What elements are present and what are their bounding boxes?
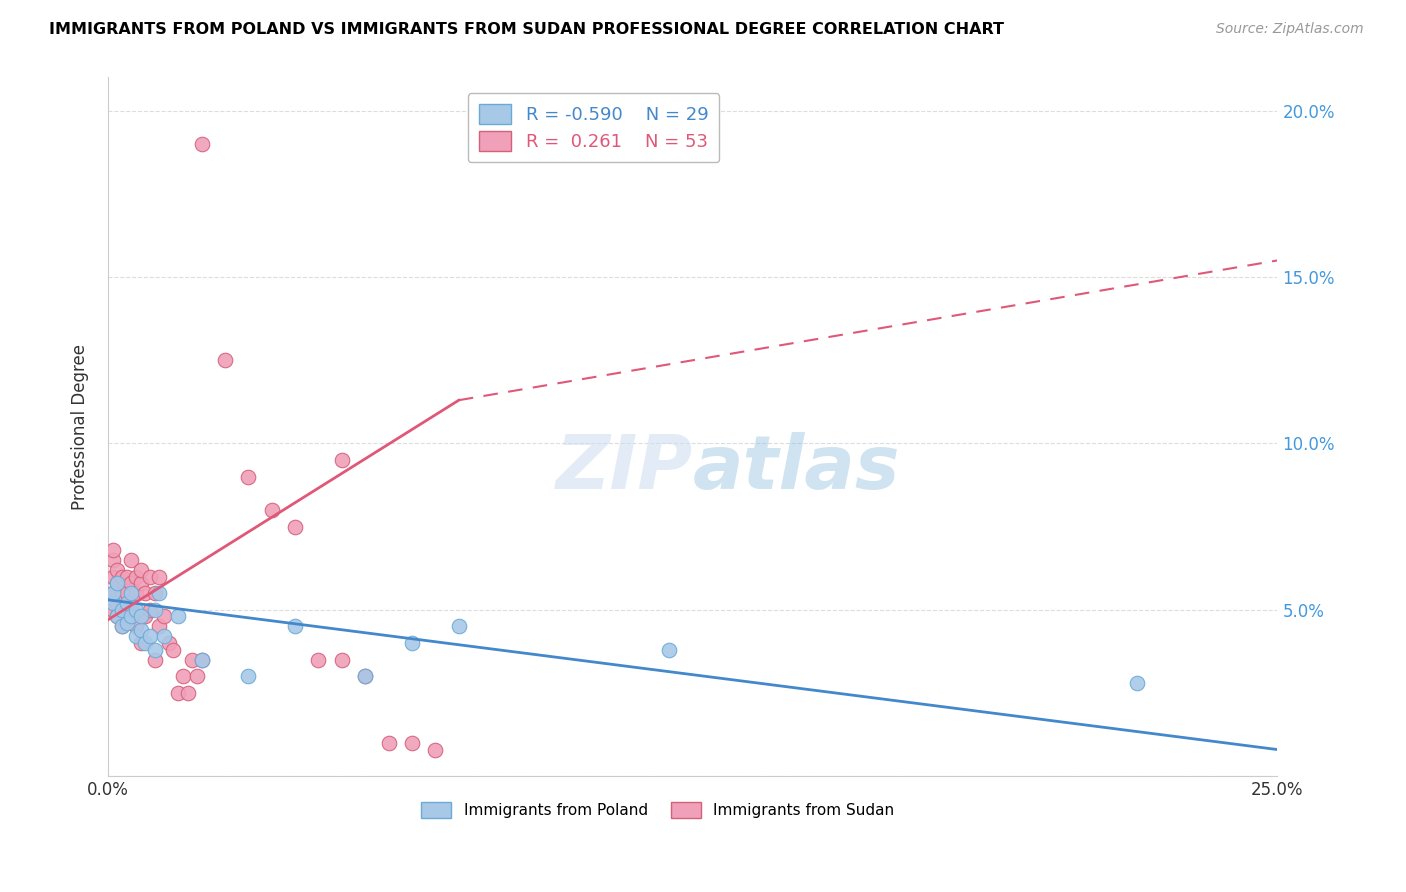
Point <box>330 653 353 667</box>
Point <box>1126 676 1149 690</box>
Point <box>658 642 681 657</box>
Point <box>190 653 212 667</box>
Point <box>148 569 170 583</box>
Point <box>143 653 166 667</box>
Point <box>115 596 138 610</box>
Text: Source: ZipAtlas.com: Source: ZipAtlas.com <box>1216 22 1364 37</box>
Text: atlas: atlas <box>693 433 900 505</box>
Point <box>308 653 330 667</box>
Point <box>260 503 283 517</box>
Point <box>125 619 148 633</box>
Point <box>167 609 190 624</box>
Point <box>157 636 180 650</box>
Point <box>115 603 138 617</box>
Point <box>238 469 260 483</box>
Point <box>115 586 138 600</box>
Point <box>284 519 307 533</box>
Point <box>143 642 166 657</box>
Point <box>172 669 194 683</box>
Text: ZIP: ZIP <box>555 433 693 505</box>
Point <box>190 136 212 151</box>
Point <box>148 619 170 633</box>
Point <box>129 609 152 624</box>
Point <box>105 576 128 591</box>
Point <box>120 553 142 567</box>
Point <box>105 563 128 577</box>
Point <box>115 569 138 583</box>
Point <box>120 586 142 600</box>
Point <box>190 653 212 667</box>
Point <box>139 603 162 617</box>
Point <box>401 636 423 650</box>
Point <box>139 569 162 583</box>
Point <box>111 619 134 633</box>
Point <box>111 569 134 583</box>
Y-axis label: Professional Degree: Professional Degree <box>72 343 89 510</box>
Point <box>101 542 124 557</box>
Point <box>105 576 128 591</box>
Point <box>101 586 124 600</box>
Point <box>120 576 142 591</box>
Point <box>153 629 176 643</box>
Point <box>139 629 162 643</box>
Point <box>129 576 152 591</box>
Point <box>125 603 148 617</box>
Point <box>105 596 128 610</box>
Point <box>425 742 447 756</box>
Point <box>101 553 124 567</box>
Point <box>162 642 184 657</box>
Point <box>186 669 208 683</box>
Point <box>214 353 236 368</box>
Point <box>115 616 138 631</box>
Point <box>111 586 134 600</box>
Point <box>125 629 148 643</box>
Point <box>134 609 156 624</box>
Point <box>125 586 148 600</box>
Point <box>120 603 142 617</box>
Point <box>176 686 198 700</box>
Point <box>284 619 307 633</box>
Point <box>101 586 124 600</box>
Point <box>354 669 377 683</box>
Point <box>105 609 128 624</box>
Point <box>153 609 176 624</box>
Point <box>129 563 152 577</box>
Point <box>354 669 377 683</box>
Text: IMMIGRANTS FROM POLAND VS IMMIGRANTS FROM SUDAN PROFESSIONAL DEGREE CORRELATION : IMMIGRANTS FROM POLAND VS IMMIGRANTS FRO… <box>49 22 1004 37</box>
Point <box>101 596 124 610</box>
Point <box>111 603 134 617</box>
Point <box>111 619 134 633</box>
Point <box>134 636 156 650</box>
Point <box>377 736 399 750</box>
Point <box>330 453 353 467</box>
Point <box>125 569 148 583</box>
Point <box>181 653 204 667</box>
Point <box>129 636 152 650</box>
Legend: Immigrants from Poland, Immigrants from Sudan: Immigrants from Poland, Immigrants from … <box>415 797 901 824</box>
Point <box>120 609 142 624</box>
Point <box>167 686 190 700</box>
Point <box>129 623 152 637</box>
Point <box>143 603 166 617</box>
Point <box>447 619 470 633</box>
Point <box>148 586 170 600</box>
Point <box>401 736 423 750</box>
Point <box>238 669 260 683</box>
Point <box>105 609 128 624</box>
Point <box>134 586 156 600</box>
Point <box>101 569 124 583</box>
Point <box>143 586 166 600</box>
Point <box>101 603 124 617</box>
